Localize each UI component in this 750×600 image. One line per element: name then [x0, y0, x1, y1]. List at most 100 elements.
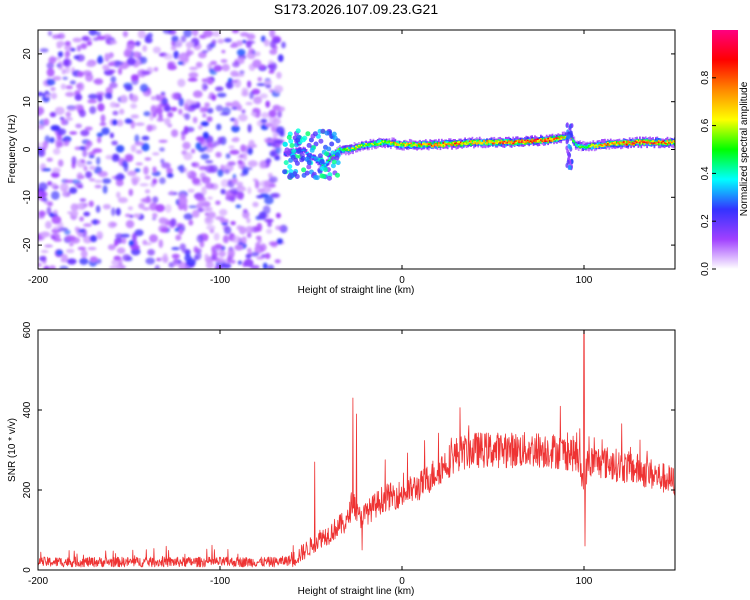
spectrogram-noise-blob [97, 103, 105, 112]
colorbar-tick-label: 0.4 [700, 166, 711, 180]
spectrogram-ridge-cell [659, 141, 662, 145]
spectrogram-ridge-cell [375, 143, 378, 145]
spectrogram-noise-blob [89, 256, 98, 263]
spectrogram-noise-blob [158, 217, 168, 225]
spectrogram-ridge-cell [525, 141, 528, 144]
spectrogram-ridge-cell [590, 145, 593, 147]
spectrogram-noise-blob [128, 188, 134, 197]
spectrogram-ridge-cell [548, 137, 551, 140]
spectrogram-ridge-cell [525, 139, 528, 143]
spectrogram-noise-blob [247, 123, 252, 133]
spectrogram-ridge-cell [550, 140, 552, 142]
spectrogram-ridge-cell [615, 143, 618, 146]
spectrogram-ridge-cell [489, 140, 491, 143]
spectrogram-noise-blob [52, 76, 62, 81]
spectrogram-noise-blob [54, 106, 65, 116]
spectrogram-noise-blob [41, 168, 52, 172]
spectrogram-noise-blob [217, 136, 223, 144]
spectrogram-ridge-cell [411, 141, 414, 146]
spectrogram-ridge-cell [618, 143, 621, 145]
spectrogram-ridge-cell [513, 140, 516, 143]
spectrogram-transition-blob [309, 147, 315, 153]
spectrogram-ridge-cell [376, 143, 379, 145]
spectrogram-ridge-cell [646, 142, 648, 144]
spectrogram-noise-blob [152, 152, 160, 156]
spectrogram-ridge-cell [455, 142, 458, 147]
spectrogram-noise-blob [114, 241, 119, 247]
spectrogram-ridge-cell [327, 160, 330, 164]
spectrogram-ridge-cell [430, 142, 433, 147]
spectrogram-ridge-cell [655, 142, 657, 145]
spectrogram-ridge-cell [537, 138, 539, 140]
spectrogram-ridge-cell [454, 143, 456, 146]
spectrogram-ridge-cell [601, 144, 603, 147]
spectrogram-smear-blob [567, 134, 571, 140]
spectrogram-ridge-cell [452, 142, 455, 144]
colorbar-tick-label: 0.8 [700, 70, 711, 84]
spectrogram-ridge-cell [500, 141, 503, 143]
spectrogram-ridge-cell [394, 141, 397, 144]
spectrogram-ridge-cell [340, 149, 343, 151]
spectrogram-noise-blob [254, 51, 261, 57]
spectrogram-noise-blob [142, 197, 152, 204]
spectrogram-noise-blob [66, 235, 76, 242]
spectrogram-ridge-cell [381, 141, 384, 146]
spectrogram-noise-blob [245, 101, 253, 106]
spectrogram-noise-blob [215, 200, 221, 206]
spectrogram-noise-blob [183, 152, 193, 161]
spectrogram-ridge-cell [499, 142, 501, 144]
spectrogram-ridge-cell [406, 144, 408, 147]
spectrogram-noise-blob [145, 257, 155, 265]
spectrogram-noise-blob [80, 249, 88, 259]
spectrogram-noise-blob [236, 48, 246, 57]
spectrogram-ridge-cell [462, 142, 465, 145]
spectrogram-transition-blob [324, 130, 330, 136]
colorbar-tick-label: 0.6 [700, 118, 711, 132]
spectrogram-ridge-cell [363, 145, 366, 147]
spectrogram-transition-blob [282, 141, 288, 147]
spectrogram-noise-blob [38, 210, 46, 217]
spectrogram-ridge-cell [343, 147, 346, 151]
spectrogram-noise-blob [245, 225, 254, 234]
spectrogram-ridge-cell [391, 141, 394, 144]
spectrogram-ridge-cell [400, 142, 402, 144]
spectrogram-ridge-cell [617, 142, 619, 144]
spectrogram-ridge-cell [665, 139, 667, 144]
spectrogram-ridge-cell [464, 143, 466, 145]
spectrogram-noise-blob [231, 125, 240, 133]
spectrogram-noise-blob [69, 131, 78, 135]
spectrogram-ridge-cell [344, 148, 347, 150]
spectrogram-noise-blob [263, 39, 270, 47]
spectrogram-ridge-cell [414, 143, 417, 146]
spectrogram-noise-blob [107, 69, 116, 74]
spectrogram-noise-blob [121, 237, 127, 244]
spectrogram-ridge-cell [649, 142, 651, 144]
spectrogram-ridge-cell [359, 146, 362, 148]
spectrogram-ridge-cell [408, 143, 411, 146]
spectrogram-noise-blob [65, 85, 73, 90]
spectrogram-noise-blob [82, 70, 92, 76]
spectrogram-ridge-cell [639, 142, 641, 144]
colorbar-label: Normalized spectral amplitude [739, 81, 750, 216]
spectrogram-noise-blob [104, 92, 112, 99]
spectrogram-ridge-cell [343, 150, 346, 152]
spectrogram-noise-blob [250, 112, 257, 116]
spectrogram-ridge-cell [327, 159, 330, 162]
spectrogram-ridge-cell [435, 142, 437, 145]
spectrogram-ridge-cell [554, 137, 557, 141]
spectrogram-noise-blob [207, 107, 214, 114]
spectrogram-noise-blob [204, 212, 209, 217]
spectrogram-noise-blob [268, 109, 277, 118]
spectrogram-ridge-cell [634, 140, 637, 142]
spectrogram-ridge-cell [659, 141, 662, 143]
spectrogram-ridge-cell [432, 140, 434, 147]
spectrogram-noise-blob [242, 39, 247, 44]
spectrogram-noise-blob [144, 175, 151, 180]
spectrogram-ridge-cell [521, 141, 523, 143]
spectrogram-noise-blob [45, 94, 50, 98]
spectrogram-ridge-cell [369, 143, 372, 145]
spectrogram-ridge-cell [483, 140, 485, 142]
spectrogram-noise-blob [237, 191, 244, 200]
spectrogram-ridge-cell [392, 143, 395, 145]
spectrogram-noise-blob [277, 106, 285, 112]
